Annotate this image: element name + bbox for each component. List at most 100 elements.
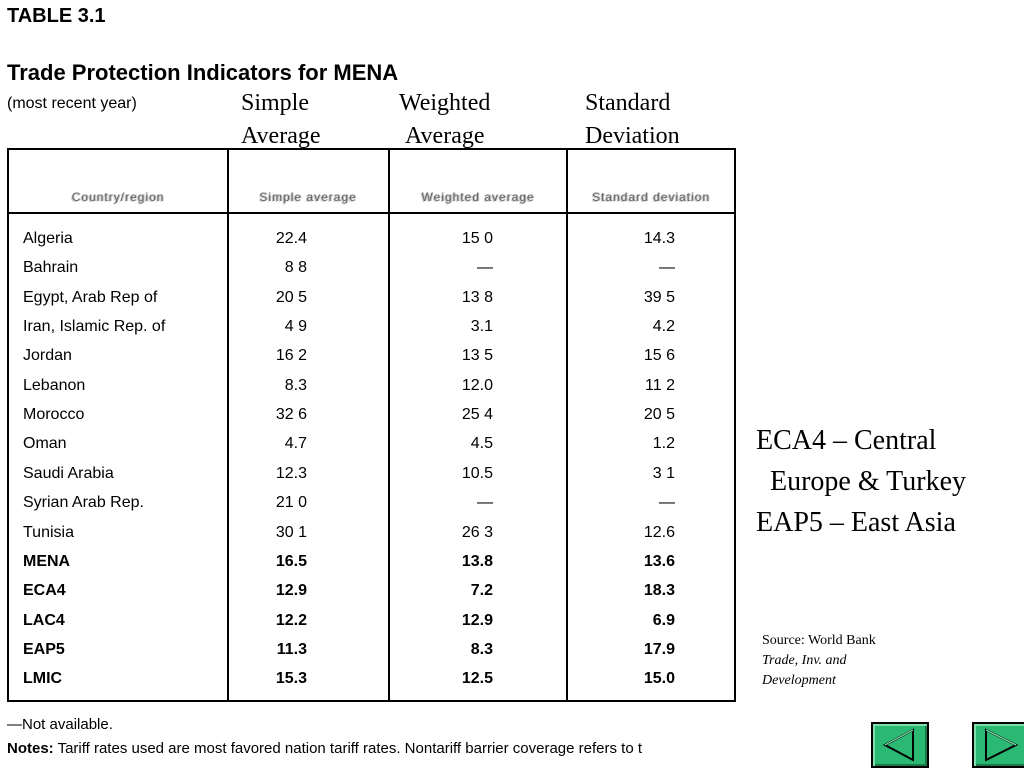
cell-country: Syrian Arab Rep. (23, 494, 144, 512)
table-label: TABLE 3.1 (7, 5, 106, 27)
overlay-text: Average (241, 123, 321, 149)
cell-country: Jordan (23, 347, 72, 365)
column-divider (388, 150, 390, 700)
cell-standard-deviation: 3 1 (652, 464, 675, 482)
legend-line: ECA4 – Central (756, 425, 937, 456)
cell-country: Morocco (23, 406, 85, 424)
cell-simple-average: 12.2 (275, 611, 307, 629)
overlay-text: Average (405, 123, 485, 149)
cell-standard-deviation: 1.2 (652, 435, 675, 453)
cell-simple-average: 4.7 (284, 435, 307, 453)
table-row: Saudi Arabia 12.3 10.5 3 1 (9, 459, 734, 488)
cell-simple-average: 20 5 (275, 288, 307, 306)
cell-standard-deviation: 12.6 (643, 523, 675, 541)
cell-simple-average: 32 6 (275, 406, 307, 424)
triangle-right-icon (985, 728, 1019, 762)
region-legend: ECA4 – Central Europe & Turkey EAP5 – Ea… (756, 420, 966, 543)
cell-simple-average: 15.3 (275, 670, 307, 688)
source-citation: Source: World Bank Trade, Inv. and Devel… (762, 631, 876, 691)
header-simple-average: Simple average (259, 190, 357, 204)
cell-simple-average: 12.9 (275, 582, 307, 600)
cell-weighted-average: — (477, 259, 493, 277)
legend-line: EAP5 – East Asia (756, 507, 956, 538)
cell-weighted-average: 13.8 (461, 552, 493, 570)
cell-simple-average: 12.3 (275, 464, 307, 482)
footnote-not-available: —Not available. (7, 716, 113, 733)
next-slide-button[interactable] (972, 722, 1024, 768)
table-row: LMIC 15.3 12.5 15.0 (9, 664, 734, 693)
cell-weighted-average: 12.5 (461, 670, 493, 688)
cell-standard-deviation: 20 5 (643, 406, 675, 424)
cell-weighted-average: 12.9 (461, 611, 493, 629)
cell-standard-deviation: 15 6 (643, 347, 675, 365)
cell-weighted-average: 10.5 (461, 464, 493, 482)
table-row: Bahrain 8 8 — — (9, 253, 734, 282)
cell-simple-average: 16 2 (275, 347, 307, 365)
cell-simple-average: 16.5 (275, 552, 307, 570)
table-row: Morocco 32 6 25 4 20 5 (9, 400, 734, 429)
cell-country: Tunisia (23, 523, 74, 541)
cell-standard-deviation: 11 2 (645, 376, 675, 394)
header-country: Country/region (71, 190, 165, 204)
cell-simple-average: 8 8 (284, 259, 307, 277)
header-divider (9, 212, 734, 214)
cell-weighted-average: 7.2 (470, 582, 493, 600)
cell-standard-deviation: — (659, 494, 675, 512)
cell-simple-average: 22.4 (275, 230, 307, 247)
previous-slide-button[interactable] (871, 722, 929, 768)
cell-simple-average: 4 9 (284, 318, 307, 336)
cell-weighted-average: 25 4 (461, 406, 493, 424)
footnote-notes: Notes: Tariff rates used are most favore… (7, 740, 747, 757)
cell-standard-deviation: 39 5 (643, 288, 675, 306)
legend-line: Europe & Turkey (770, 466, 966, 497)
cell-weighted-average: 8.3 (470, 640, 493, 658)
source-line: Trade, Inv. and (762, 653, 847, 668)
cell-simple-average: 30 1 (275, 523, 307, 541)
cell-simple-average: 8.3 (284, 376, 307, 394)
cell-country: MENA (23, 552, 71, 570)
cell-country: Oman (23, 435, 67, 453)
cell-standard-deviation: 17.9 (643, 640, 675, 658)
table-title: Trade Protection Indicators for MENA (7, 60, 399, 85)
cell-simple-average: 11.3 (276, 640, 307, 658)
table-row: Syrian Arab Rep. 21 0 — — (9, 488, 734, 517)
cell-standard-deviation: 13.6 (643, 552, 675, 570)
overlay-text: Weighted (399, 90, 491, 116)
overlay-weighted-average: Weighted Average (399, 87, 490, 153)
cell-weighted-average: 3.1 (470, 318, 493, 336)
table-row: EAP5 11.3 8.3 17.9 (9, 635, 734, 664)
cell-simple-average: 21 0 (275, 494, 307, 512)
cell-country: EAP5 (23, 640, 65, 658)
cell-weighted-average: 4.5 (470, 435, 493, 453)
notes-label: Notes: (7, 740, 54, 757)
cell-country: LMIC (23, 670, 63, 688)
header-weighted-average: Weighted average (421, 190, 535, 204)
header-standard-deviation: Standard deviation (591, 190, 711, 204)
notes-text: Tariff rates used are most favored natio… (53, 740, 643, 757)
cell-weighted-average: 13 8 (461, 288, 493, 306)
table-row: ECA4 12.9 7.2 18.3 (9, 576, 734, 605)
cell-country: Egypt, Arab Rep of (23, 288, 158, 306)
cell-weighted-average: — (477, 494, 493, 512)
table-row: Egypt, Arab Rep of 20 5 13 8 39 5 (9, 283, 734, 312)
table-subtitle: (most recent year) (7, 95, 137, 112)
column-divider (227, 150, 229, 700)
overlay-text: Standard (585, 90, 671, 116)
triangle-left-icon (882, 728, 914, 762)
cell-country: Lebanon (23, 376, 86, 394)
table-row: Iran, Islamic Rep. of 4 9 3.1 4.2 (9, 312, 734, 341)
overlay-simple-average: Simple Average (241, 87, 321, 153)
table-row: LAC4 12.2 12.9 6.9 (9, 606, 734, 635)
overlay-text: Deviation (585, 123, 680, 149)
overlay-standard-deviation: Standard Deviation (585, 87, 680, 153)
cell-country: LAC4 (23, 611, 65, 629)
cell-weighted-average: 13 5 (461, 347, 493, 365)
source-line: Source: World Bank (762, 633, 876, 648)
table-row: Jordan 16 2 13 5 15 6 (9, 341, 734, 370)
cell-country: Iran, Islamic Rep. of (23, 318, 166, 336)
cell-weighted-average: 15 0 (461, 230, 493, 247)
cell-standard-deviation: 6.9 (652, 611, 675, 629)
cell-country: Saudi Arabia (23, 464, 114, 482)
column-divider (566, 150, 568, 700)
cell-standard-deviation: 15.0 (643, 670, 675, 688)
